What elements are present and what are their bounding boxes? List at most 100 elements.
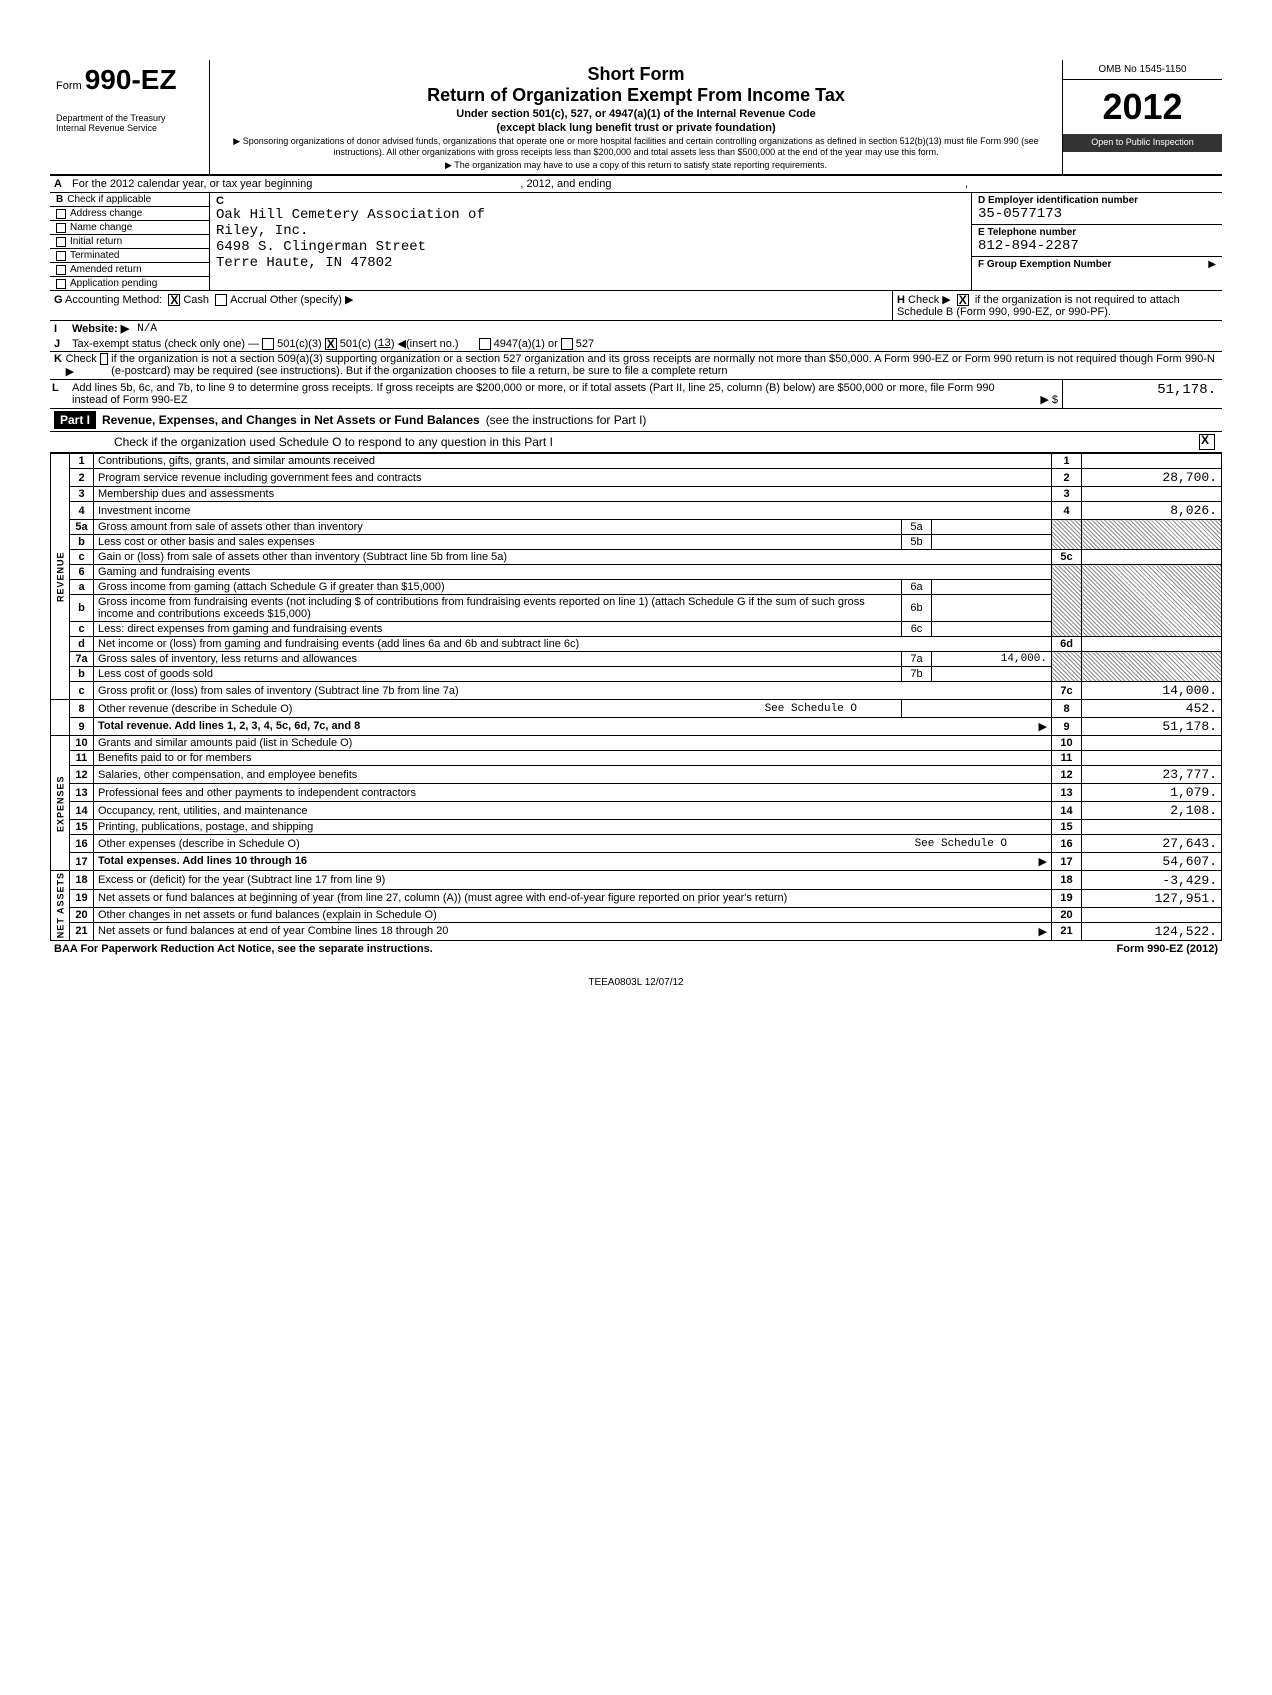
e-phone: E Telephone number 812-894-2287 <box>972 225 1222 257</box>
cb-k[interactable] <box>100 353 108 365</box>
cb-address-change[interactable]: Address change <box>50 207 209 221</box>
line-6b: b Gross income from fundraising events (… <box>51 595 1222 622</box>
phone-label: E Telephone number <box>978 227 1216 238</box>
line-desc: Professional fees and other payments to … <box>94 784 1052 802</box>
row-a-end: , <box>961 176 972 192</box>
line-desc-8: Other revenue (describe in Schedule O) S… <box>94 700 902 718</box>
cb-part1[interactable] <box>1199 434 1215 450</box>
i-text: Website: ▶ <box>72 322 129 335</box>
letter-l: L <box>50 380 68 408</box>
row-j: J Tax-exempt status (check only one) — 5… <box>50 336 1222 352</box>
line-num: b <box>70 667 94 682</box>
org-address-2: Terre Haute, IN 47802 <box>216 255 965 271</box>
l8-note: See Schedule O <box>765 703 857 715</box>
cb-501c3[interactable] <box>262 338 274 350</box>
line-val <box>1082 751 1222 766</box>
line-15: 15 Printing, publications, postage, and … <box>51 820 1222 835</box>
line-1: REVENUE 1 Contributions, gifts, grants, … <box>51 454 1222 469</box>
row-i: I Website: ▶ N/A <box>50 321 1222 336</box>
letter-i: I <box>54 323 72 335</box>
line-val <box>1082 637 1222 652</box>
line-num: 21 <box>70 922 94 940</box>
cb-amended-return[interactable]: Amended return <box>50 263 209 277</box>
line-13: 13 Professional fees and other payments … <box>51 784 1222 802</box>
l-value: 51,178. <box>1062 380 1222 408</box>
cb-application-pending[interactable]: Application pending <box>50 277 209 290</box>
line-val: 14,000. <box>1082 682 1222 700</box>
line-num: 10 <box>70 736 94 751</box>
line-desc: Membership dues and assessments <box>94 487 1052 502</box>
footer-left: BAA For Paperwork Reduction Act Notice, … <box>54 943 433 955</box>
line-rtnum: 5c <box>1052 550 1082 565</box>
cb-527[interactable] <box>561 338 573 350</box>
instructions-1: ▶ Sponsoring organizations of donor advi… <box>220 136 1052 158</box>
letter-h: H <box>897 294 905 306</box>
501c3-label: 501(c)(3) <box>277 338 322 350</box>
cb-terminated[interactable]: Terminated <box>50 249 209 263</box>
cb-501c[interactable] <box>325 338 337 350</box>
checkbox-icon <box>56 209 66 219</box>
ein-value: 35-0577173 <box>978 206 1216 222</box>
line-desc: Net income or (loss) from gaming and fun… <box>94 637 1052 652</box>
column-def: D Employer identification number 35-0577… <box>972 193 1222 290</box>
l-text: Add lines 5b, 6c, and 7b, to line 9 to d… <box>68 380 1036 408</box>
line-num: a <box>70 580 94 595</box>
cb-4947[interactable] <box>479 338 491 350</box>
line-5c: c Gain or (loss) from sale of assets oth… <box>51 550 1222 565</box>
form-header: Form 990-EZ Department of the Treasury I… <box>50 60 1222 176</box>
line-val: 1,079. <box>1082 784 1222 802</box>
cb-cash[interactable] <box>168 294 180 306</box>
line-rtnum: 9 <box>1052 718 1082 736</box>
line-20: 20 Other changes in net assets or fund b… <box>51 907 1222 922</box>
shaded-cell <box>1082 652 1222 682</box>
tax-year: 2012 <box>1063 80 1222 134</box>
mini-val <box>932 595 1052 622</box>
line-num: 12 <box>70 766 94 784</box>
website-value: N/A <box>137 323 157 335</box>
part-1-note: (see the instructions for Part I) <box>486 413 647 427</box>
line-7b: b Less cost of goods sold 7b <box>51 667 1222 682</box>
line-5a: 5a Gross amount from sale of assets othe… <box>51 520 1222 535</box>
line-val: 2,108. <box>1082 802 1222 820</box>
h-text: Check ▶ <box>908 294 951 306</box>
side-expenses: EXPENSES <box>51 736 70 871</box>
line-8: 8 Other revenue (describe in Schedule O)… <box>51 700 1222 718</box>
cb-accrual[interactable] <box>215 294 227 306</box>
header-left: Form 990-EZ Department of the Treasury I… <box>50 60 210 174</box>
line-val: 23,777. <box>1082 766 1222 784</box>
501c-number: 13 <box>378 338 391 350</box>
line-desc: Gross income from fundraising events (no… <box>94 595 902 622</box>
cb-initial-return[interactable]: Initial return <box>50 235 209 249</box>
line-desc: Less: direct expenses from gaming and fu… <box>94 622 902 637</box>
line-num: 17 <box>70 853 94 871</box>
line-6a: a Gross income from gaming (attach Sched… <box>51 580 1222 595</box>
line-desc: Program service revenue including govern… <box>94 469 1052 487</box>
checkbox-icon <box>56 279 66 289</box>
line-num: 1 <box>70 454 94 469</box>
mini-val <box>932 622 1052 637</box>
group-label: F Group Exemption Number <box>978 259 1111 270</box>
line-num: 15 <box>70 820 94 835</box>
line-desc: Benefits paid to or for members <box>94 751 1052 766</box>
org-name-1: Oak Hill Cemetery Association of <box>216 207 965 223</box>
mini-num: 7b <box>902 667 932 682</box>
line-num: d <box>70 637 94 652</box>
dept-irs: Internal Revenue Service <box>56 124 203 134</box>
l8-desc: Other revenue (describe in Schedule O) <box>98 703 292 715</box>
line-18: NET ASSETS 18 Excess or (deficit) for th… <box>51 871 1222 889</box>
cb-name-change[interactable]: Name change <box>50 221 209 235</box>
part-1-table: REVENUE 1 Contributions, gifts, grants, … <box>50 453 1222 940</box>
line-num: 2 <box>70 469 94 487</box>
omb-number: OMB No 1545-1150 <box>1063 60 1222 80</box>
column-c: C Oak Hill Cemetery Association of Riley… <box>210 193 972 290</box>
line-num: 6 <box>70 565 94 580</box>
line-desc: Gaming and fundraising events <box>94 565 1052 580</box>
subtitle-2: (except black lung benefit trust or priv… <box>220 122 1052 134</box>
d-ein: D Employer identification number 35-0577… <box>972 193 1222 225</box>
line-5b: b Less cost or other basis and sales exp… <box>51 535 1222 550</box>
org-address-1: 6498 S. Clingerman Street <box>216 239 965 255</box>
cb-label: Application pending <box>70 278 157 289</box>
cb-h[interactable] <box>957 294 969 306</box>
line-rtnum: 19 <box>1052 889 1082 907</box>
line-rtnum: 12 <box>1052 766 1082 784</box>
